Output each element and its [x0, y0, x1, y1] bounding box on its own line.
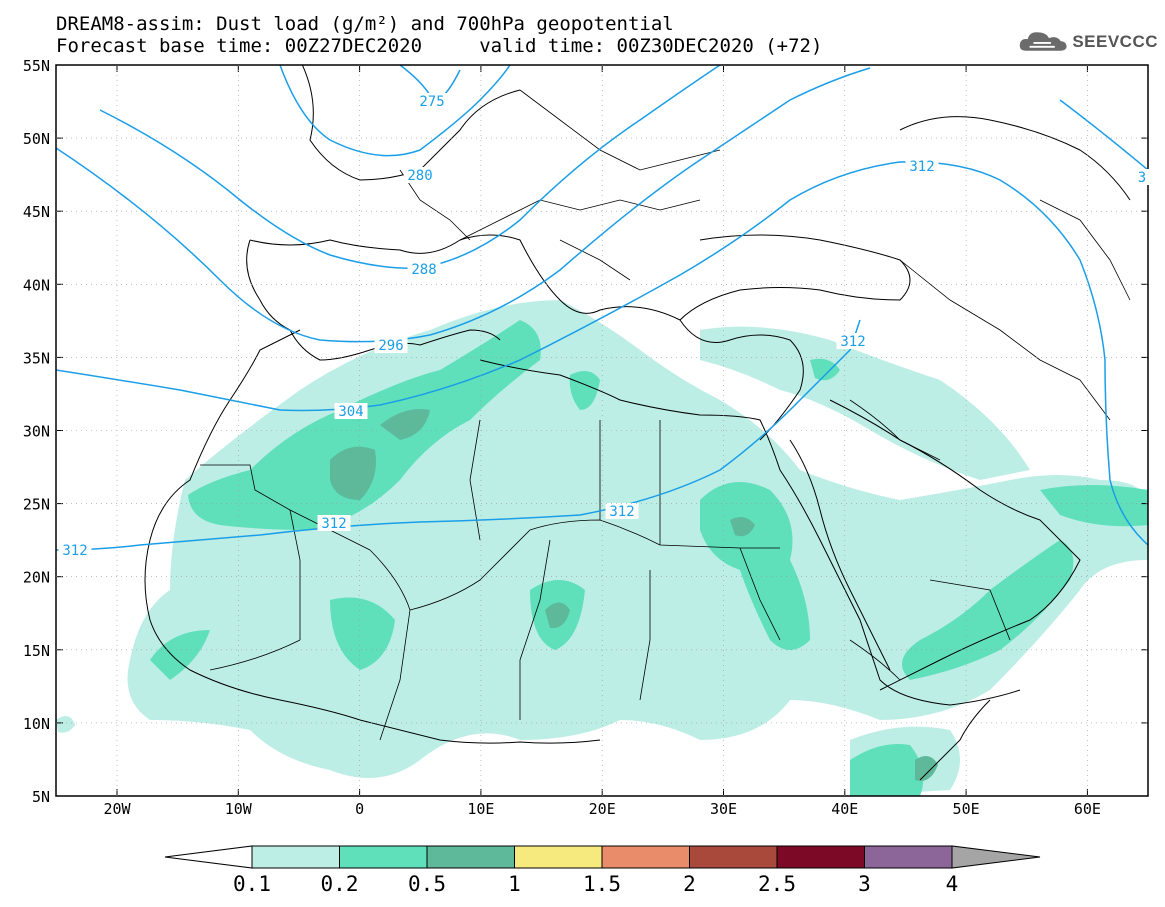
lat-label: 20N	[23, 569, 50, 587]
colorbar-over-triangle	[951, 845, 1041, 869]
lat-label: 15N	[23, 642, 50, 660]
contour-label-bg	[374, 337, 408, 353]
colorbar-swatch	[601, 845, 690, 869]
colorbar-label: 1	[508, 872, 521, 896]
contour-label: 288	[411, 262, 436, 278]
seevccc-logo: SEEVCCC	[1018, 28, 1158, 56]
colorbar-swatch	[251, 845, 340, 869]
lon-label: 0	[355, 800, 364, 818]
dust-dark-field	[330, 409, 938, 781]
map-subtitle: Forecast base time: 00Z27DEC2020 valid t…	[56, 35, 823, 57]
colorbar-swatch	[776, 845, 865, 869]
gridlines	[56, 65, 1148, 796]
colorbar-swatch	[689, 845, 778, 869]
contour-label: 304	[338, 404, 363, 420]
colorbar: 0.1 0.2 0.5 1 1.5 2 2.5 3 4	[164, 845, 1041, 896]
contour-label: 312	[609, 504, 634, 520]
lon-label: 40E	[831, 800, 858, 818]
lat-label: 40N	[23, 276, 50, 294]
contour-label: 312	[909, 159, 934, 175]
lat-label: 30N	[23, 423, 50, 441]
lat-label: 35N	[23, 349, 50, 367]
contour-label-bg	[334, 403, 368, 419]
lat-label: 50N	[23, 130, 50, 148]
contour-label-bg	[403, 167, 437, 183]
colorbar-label: 3	[858, 872, 871, 896]
longitude-axis: 20W 10W 0 10E 20E 30E 40E 50E 60E	[103, 65, 1101, 818]
contour-label: 312	[321, 516, 346, 532]
contour-label: 275	[419, 94, 444, 110]
lat-label: 5N	[32, 788, 50, 806]
contour-label: 296	[378, 338, 403, 354]
colorbar-label: 4	[946, 872, 959, 896]
lon-label: 10E	[467, 800, 494, 818]
contour-label-bg	[605, 503, 639, 519]
contour-labels: 275 280 288 296 304 312 312 312 312 312 3	[58, 93, 1150, 559]
map-title: DREAM8-assim: Dust load (g/m²) and 700hP…	[56, 13, 674, 35]
contour-label-bg	[317, 515, 351, 531]
lat-label: 10N	[23, 715, 50, 733]
lon-label: 60E	[1074, 800, 1101, 818]
colorbar-label: 2.5	[758, 872, 796, 896]
lat-label: 25N	[23, 496, 50, 514]
contour-label: 312	[62, 543, 87, 559]
lon-label: 10W	[225, 800, 253, 818]
country-borders	[200, 89, 1131, 741]
colorbar-label: 0.1	[233, 872, 271, 896]
colorbar-label: 1.5	[583, 872, 621, 896]
colorbar-under-triangle	[164, 845, 253, 869]
lon-label: 20W	[103, 800, 131, 818]
contour-label-bg	[58, 542, 92, 558]
contour-label: 3	[1138, 170, 1146, 186]
lon-label: 30E	[710, 800, 737, 818]
latitude-axis: 55N 50N 45N 40N 35N 30N 25N 20N 15N 10N 5N	[23, 57, 1148, 806]
contour-label-bg	[415, 93, 449, 109]
contour-label: 312	[840, 334, 865, 350]
contour-label-bg	[905, 158, 939, 174]
lat-label: 55N	[23, 57, 50, 75]
lon-label: 50E	[953, 800, 980, 818]
lat-label: 45N	[23, 203, 50, 221]
colorbar-swatch	[514, 845, 603, 869]
contour-label: 280	[407, 168, 432, 184]
contour-label-bg	[407, 261, 441, 277]
colorbar-label: 2	[683, 872, 696, 896]
colorbar-label: 0.2	[321, 872, 359, 896]
colorbar-swatch	[864, 845, 953, 869]
colorbar-swatch	[426, 845, 515, 869]
colorbar-swatch	[339, 845, 428, 869]
contour-label-bg	[1134, 169, 1150, 185]
colorbar-label: 0.5	[408, 872, 446, 896]
logo-text: SEEVCCC	[1072, 32, 1158, 51]
cloud-icon	[1019, 32, 1067, 51]
lon-label: 20E	[589, 800, 616, 818]
